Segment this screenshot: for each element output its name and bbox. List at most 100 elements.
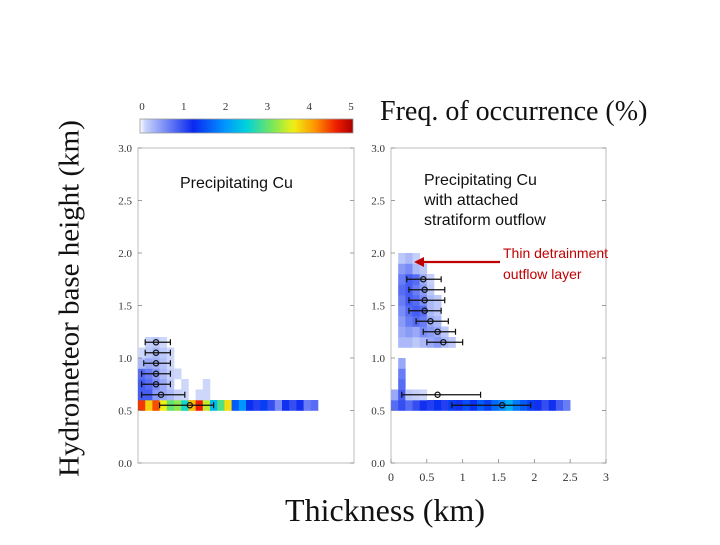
colorbar bbox=[139, 118, 354, 134]
heatmap-cell bbox=[541, 400, 549, 411]
y-tick-label: 2.5 bbox=[118, 196, 132, 208]
arrow-head bbox=[414, 257, 424, 267]
left-panel-annotation: Precipitating Cu bbox=[180, 175, 293, 192]
heatmap-cell bbox=[563, 400, 571, 411]
arrow-annotation-line-1: Thin detrainment bbox=[503, 245, 609, 261]
x-axis-label: Thickness (km) bbox=[285, 492, 485, 528]
x-tick-label: 1.5 bbox=[491, 470, 506, 484]
heatmap-cell bbox=[253, 400, 261, 411]
heatmap-cell bbox=[441, 400, 449, 411]
heatmap-cell bbox=[202, 389, 211, 401]
heatmap-cell bbox=[405, 326, 413, 338]
heatmap-cell bbox=[398, 253, 406, 264]
heatmap-cell bbox=[195, 389, 204, 401]
errorbar-point bbox=[186, 401, 194, 409]
heatmap-cell bbox=[412, 263, 420, 275]
right-panel-annotation: Precipitating Cu with attached stratifor… bbox=[424, 171, 546, 231]
heatmap-cell bbox=[224, 400, 232, 411]
heatmap-cell bbox=[412, 400, 420, 411]
y-tick-label: 1.5 bbox=[371, 301, 385, 313]
colorbar-tick-label: 3 bbox=[265, 101, 271, 113]
heatmap-cell bbox=[145, 400, 153, 411]
x-tick-label: 0.5 bbox=[419, 470, 434, 484]
plot-area bbox=[137, 147, 355, 464]
errorbar-point bbox=[421, 307, 428, 314]
errorbar-point bbox=[152, 370, 160, 377]
heatmap-cell bbox=[398, 274, 406, 285]
heatmap-cell bbox=[405, 316, 413, 327]
heatmap-cell bbox=[398, 379, 406, 390]
errorbar-point bbox=[152, 349, 160, 356]
y-tick-label: 2.0 bbox=[371, 248, 385, 260]
heatmap-cell bbox=[310, 400, 319, 411]
y-tick-label: 3.0 bbox=[371, 143, 385, 155]
colorbar-tick-label: 4 bbox=[306, 101, 312, 113]
heatmap-cell bbox=[138, 347, 146, 359]
heatmap-cell bbox=[412, 337, 420, 348]
heatmap-cell bbox=[246, 400, 254, 411]
heatmap-cell bbox=[267, 400, 276, 411]
y-tick-label: 1.5 bbox=[118, 301, 132, 313]
colorbar-tick-label: 0 bbox=[139, 101, 145, 113]
errorbar-point bbox=[434, 328, 441, 335]
x-tick-label: 0 bbox=[388, 470, 394, 484]
heatmap-cell bbox=[398, 305, 406, 317]
heatmap-cell bbox=[202, 379, 211, 390]
y-axis-label: Hydrometeor base height (km) bbox=[53, 120, 86, 477]
heatmap-cell bbox=[260, 400, 268, 411]
heatmap-cell bbox=[426, 400, 435, 411]
errorbar-point bbox=[157, 391, 165, 398]
y-tick-label: 0.0 bbox=[118, 458, 132, 470]
heatmap-cell bbox=[391, 400, 399, 411]
heatmap-cell bbox=[303, 400, 312, 411]
x-tick-label: 2.5 bbox=[563, 470, 578, 484]
heatmap-cell bbox=[238, 400, 247, 411]
errorbar-point bbox=[419, 275, 427, 283]
errorbar-point bbox=[498, 401, 506, 409]
errorbar-point bbox=[434, 391, 441, 398]
y-tick-label: 2.0 bbox=[118, 248, 132, 260]
heatmap-cell bbox=[398, 316, 406, 327]
y-tick-label: 1.0 bbox=[118, 353, 132, 365]
heatmap-cell bbox=[405, 400, 413, 411]
x-tick-label: 1 bbox=[460, 470, 466, 484]
colorbar-tick-label: 2 bbox=[223, 101, 229, 113]
heatmap-cell bbox=[282, 400, 290, 411]
y-tick-label: 3.0 bbox=[118, 143, 132, 155]
left-panel bbox=[137, 147, 355, 464]
heatmap-cell bbox=[548, 400, 557, 411]
heatmap-cell bbox=[152, 400, 160, 411]
arrow-annotation: Thin detrainment outflow layer bbox=[503, 243, 608, 285]
heatmap-cell bbox=[181, 379, 189, 390]
heatmap-cell bbox=[405, 263, 413, 275]
heatmap-cell bbox=[398, 284, 406, 296]
heatmap-cell bbox=[555, 400, 564, 411]
right-annotation-line-2: with attached bbox=[424, 192, 519, 209]
errorbar-point bbox=[427, 317, 434, 325]
heatmap-cell bbox=[434, 400, 442, 411]
y-tick-label: 2.5 bbox=[371, 196, 385, 208]
errorbar-point bbox=[421, 296, 428, 304]
heatmap-cell bbox=[296, 400, 304, 411]
x-tick-label: 3 bbox=[603, 470, 609, 484]
heatmap-cell bbox=[391, 389, 399, 401]
heatmap-cell bbox=[398, 326, 406, 338]
heatmap-cell bbox=[419, 337, 428, 348]
errorbar-point bbox=[152, 380, 160, 388]
right-annotation-line-3: stratiform outflow bbox=[424, 212, 546, 229]
annotation-arrow bbox=[414, 257, 500, 267]
heatmap-cell bbox=[405, 253, 413, 264]
arrow-annotation-line-2: outflow layer bbox=[503, 266, 582, 282]
heatmap-cell bbox=[534, 400, 542, 411]
heatmap-cell bbox=[138, 358, 146, 369]
errorbar-point bbox=[152, 338, 160, 346]
heatmap-cell bbox=[217, 400, 225, 411]
heatmap-cell bbox=[274, 400, 283, 411]
colorbar-tick-label: 1 bbox=[181, 101, 187, 113]
heatmap-cell bbox=[412, 253, 420, 264]
heatmap-cell bbox=[405, 337, 413, 348]
y-tick-label: 0.0 bbox=[371, 458, 385, 470]
colorbar-tick-label: 5 bbox=[348, 101, 354, 113]
